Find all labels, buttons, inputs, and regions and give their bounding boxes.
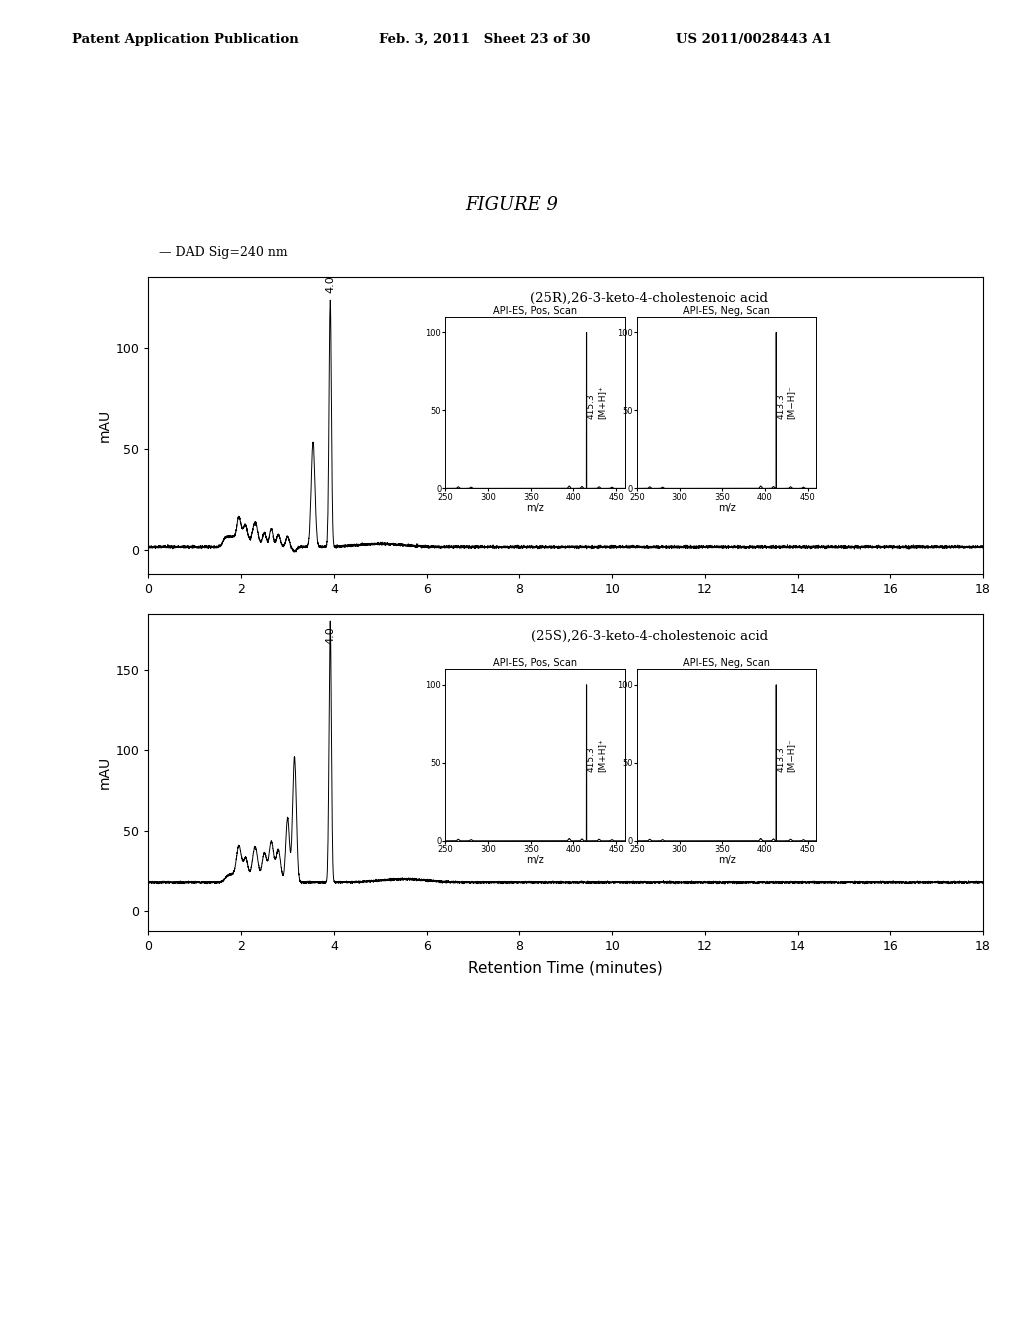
Text: 4.0: 4.0 (326, 276, 335, 293)
X-axis label: m/z: m/z (526, 503, 544, 513)
Text: (25R),26-3-keto-4-cholestenoic acid: (25R),26-3-keto-4-cholestenoic acid (530, 292, 768, 305)
X-axis label: m/z: m/z (526, 855, 544, 866)
Text: 4.0: 4.0 (326, 627, 335, 644)
Text: (25S),26-3-keto-4-cholestenoic acid: (25S),26-3-keto-4-cholestenoic acid (530, 630, 768, 643)
Text: FIGURE 9: FIGURE 9 (466, 195, 558, 214)
Y-axis label: mAU: mAU (97, 409, 112, 442)
Title: API-ES, Pos, Scan: API-ES, Pos, Scan (493, 659, 578, 668)
Title: API-ES, Neg, Scan: API-ES, Neg, Scan (683, 659, 770, 668)
X-axis label: m/z: m/z (718, 503, 735, 513)
Title: API-ES, Pos, Scan: API-ES, Pos, Scan (493, 306, 578, 315)
Text: Feb. 3, 2011   Sheet 23 of 30: Feb. 3, 2011 Sheet 23 of 30 (379, 33, 590, 46)
X-axis label: Retention Time (minutes): Retention Time (minutes) (468, 961, 664, 975)
Text: 413.3
[M−H]⁻: 413.3 [M−H]⁻ (776, 385, 796, 420)
Text: 415.3
[M+H]⁺: 415.3 [M+H]⁺ (587, 385, 606, 420)
X-axis label: m/z: m/z (718, 855, 735, 866)
Text: — DAD Sig=240 nm: — DAD Sig=240 nm (159, 246, 288, 259)
Text: 413.3
[M−H]⁻: 413.3 [M−H]⁻ (776, 738, 796, 772)
Text: Patent Application Publication: Patent Application Publication (72, 33, 298, 46)
Text: 415.3
[M+H]⁺: 415.3 [M+H]⁺ (587, 738, 606, 772)
Text: US 2011/0028443 A1: US 2011/0028443 A1 (676, 33, 831, 46)
Y-axis label: mAU: mAU (97, 755, 112, 789)
Title: API-ES, Neg, Scan: API-ES, Neg, Scan (683, 306, 770, 315)
